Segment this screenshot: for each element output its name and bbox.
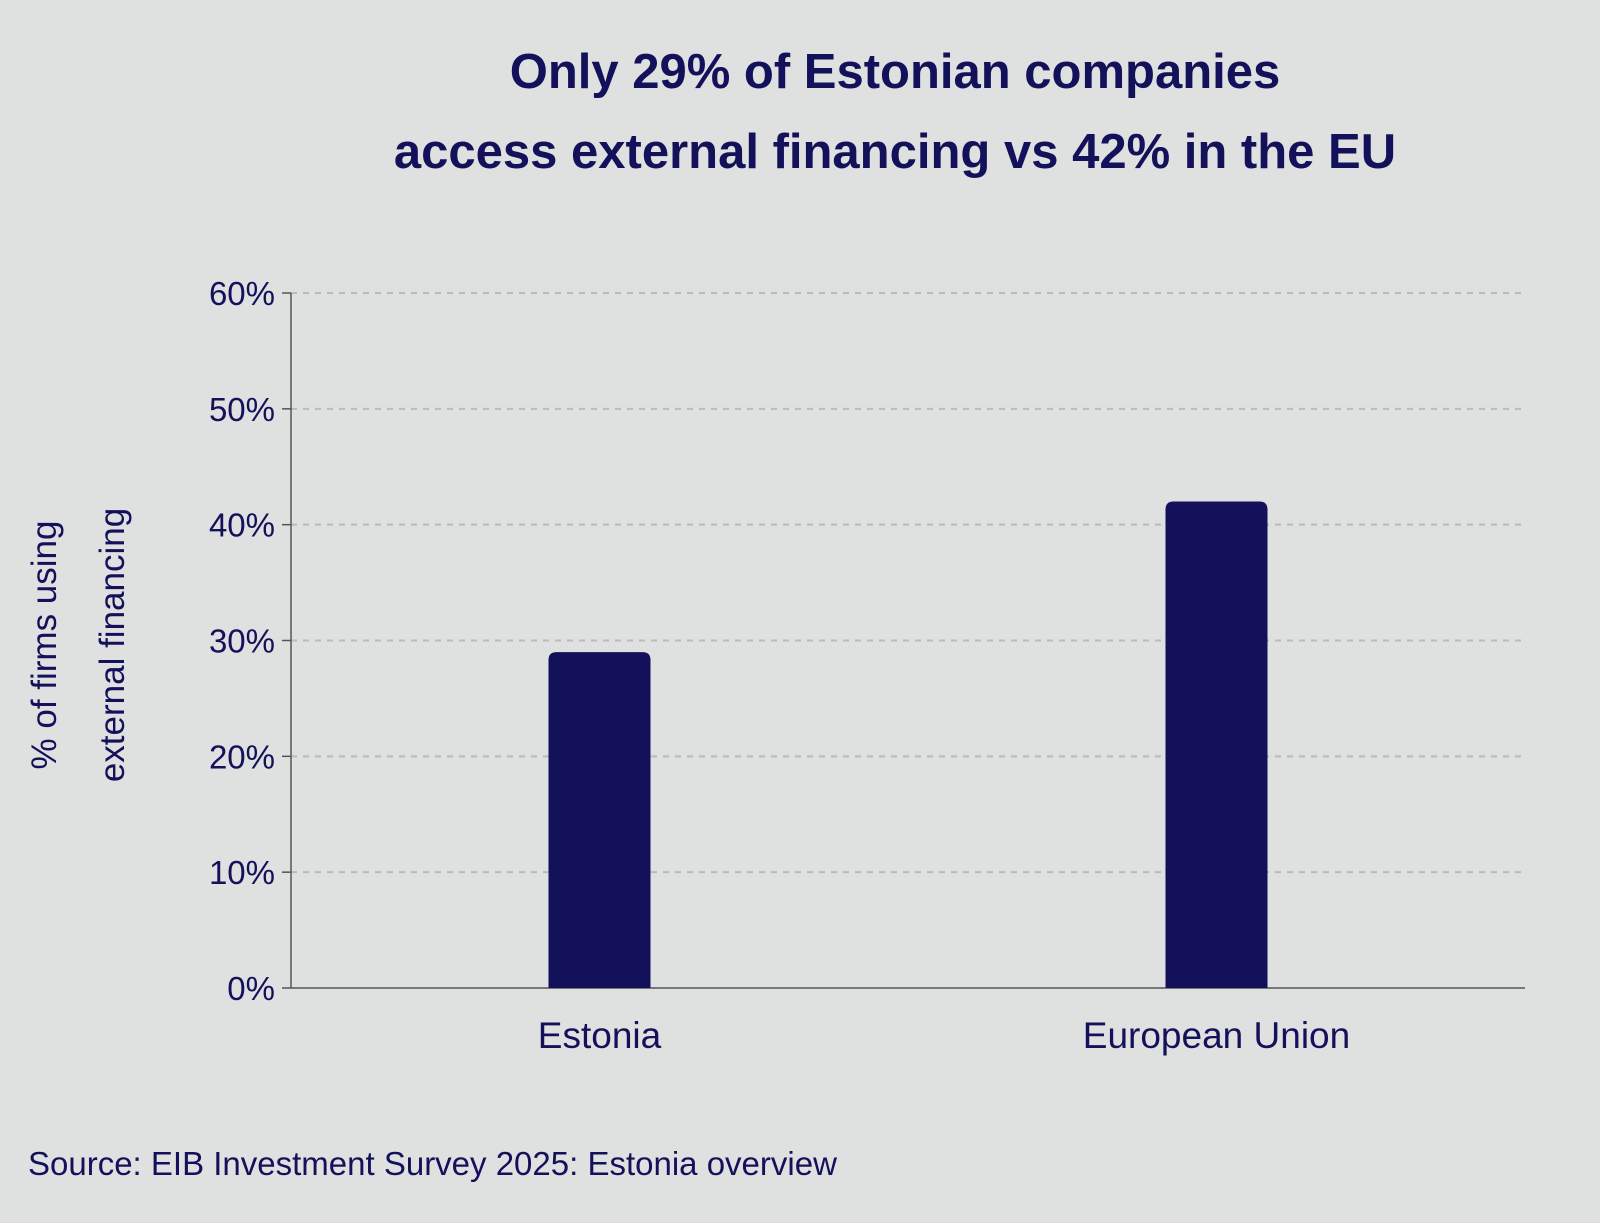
y-tick-label-10: 10% <box>209 854 275 891</box>
bar-european-union <box>1165 501 1268 988</box>
source-note: Source: EIB Investment Survey 2025: Esto… <box>28 1145 837 1182</box>
chart-title-line-2: access external financing vs 42% in the … <box>393 125 1397 179</box>
y-tick-label-20: 20% <box>209 738 275 775</box>
x-tick-label-estonia: Estonia <box>538 1015 662 1056</box>
y-tick-label-40: 40% <box>209 507 275 544</box>
bar-estonia <box>548 652 651 988</box>
y-tick-label-50: 50% <box>209 391 275 428</box>
y-tick-label-30: 30% <box>209 623 275 660</box>
x-tick-label-european-union: European Union <box>1083 1015 1350 1056</box>
y-tick-label-0: 0% <box>227 970 275 1007</box>
y-tick-label-60: 60% <box>209 275 275 312</box>
chart-title-line-1: Only 29% of Estonian companies <box>509 45 1281 99</box>
